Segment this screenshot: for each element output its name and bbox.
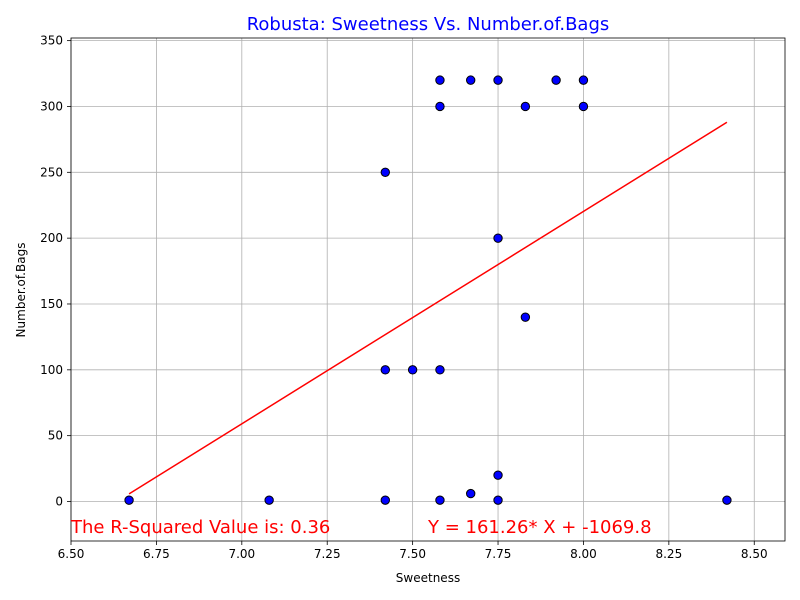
y-axis-ticks: 0 50 100 150 200 250 300 350 (40, 34, 71, 508)
x-tick-label: 8.25 (655, 547, 682, 561)
data-point (722, 495, 732, 505)
data-point (466, 488, 476, 499)
x-tick-label: 7.50 (399, 547, 426, 561)
y-tick-label: 350 (40, 34, 63, 48)
data-point (520, 312, 531, 322)
data-point (466, 75, 476, 85)
data-point (124, 495, 134, 505)
data-point (578, 101, 589, 112)
data-point (264, 495, 274, 505)
plot-frame (70, 37, 786, 542)
x-tick-label: 8.50 (741, 547, 768, 561)
x-axis-label: Sweetness (396, 571, 460, 585)
x-axis-ticks: 6.50 6.75 7.00 7.25 7.50 7.75 8.00 8.25 8.50 (58, 541, 768, 561)
data-points (124, 75, 732, 505)
data-point (520, 101, 531, 112)
x-tick-label: 7.25 (314, 547, 341, 561)
data-point (380, 365, 390, 375)
data-point (493, 470, 503, 480)
x-tick-label: 7.00 (228, 547, 255, 561)
regression-line-layer (128, 121, 728, 495)
data-point (493, 75, 503, 85)
data-point (493, 233, 503, 243)
r-squared-annotation: The R-Squared Value is: 0.36 (70, 517, 330, 538)
y-tick-label: 300 (40, 99, 63, 113)
regression-line (128, 121, 728, 495)
equation-annotation: Y = 161.26* X + -1069.8 (427, 517, 652, 538)
y-axis-label: Number.of.Bags (14, 243, 28, 338)
data-point (435, 365, 445, 375)
data-point (551, 75, 561, 85)
y-tick-label: 200 (40, 231, 63, 245)
y-tick-label: 250 (40, 165, 63, 179)
x-tick-label: 6.75 (143, 547, 170, 561)
y-tick-label: 100 (40, 363, 63, 377)
data-point (407, 365, 418, 375)
data-point (493, 495, 503, 505)
x-tick-label: 7.75 (485, 547, 512, 561)
data-point (380, 495, 390, 505)
x-tick-label: 8.00 (570, 547, 597, 561)
data-point (435, 101, 445, 112)
chart-title: Robusta: Sweetness Vs. Number.of.Bags (247, 14, 610, 35)
y-tick-label: 50 (48, 429, 63, 443)
x-tick-label: 6.50 (58, 547, 85, 561)
data-point (435, 75, 445, 85)
y-tick-label: 0 (55, 494, 63, 508)
grid (70, 38, 785, 541)
data-point (578, 75, 589, 85)
data-point (435, 495, 445, 505)
y-tick-label: 150 (40, 297, 63, 311)
data-point (380, 167, 390, 178)
